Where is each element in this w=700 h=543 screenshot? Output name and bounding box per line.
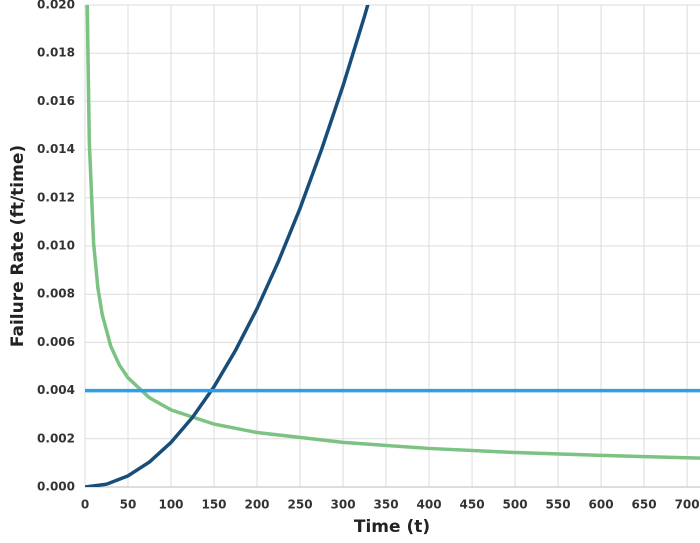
x-tick-label: 300: [331, 498, 356, 512]
x-tick-label: 550: [546, 498, 571, 512]
x-tick-label: 650: [632, 498, 657, 512]
series-line: [85, 5, 370, 487]
y-tick-label: 0.002: [37, 431, 75, 445]
y-tick-label: 0.008: [37, 287, 75, 301]
series-line: [85, 5, 700, 460]
y-tick-label: 0.012: [37, 190, 75, 204]
y-tick-label: 0.006: [37, 335, 75, 349]
x-tick-label: 150: [201, 498, 226, 512]
x-tick-label: 250: [288, 498, 313, 512]
x-tick-label: 500: [503, 498, 528, 512]
y-tick-label: 0.010: [37, 239, 75, 253]
y-tick-label: 0.016: [37, 94, 75, 108]
y-tick-label: 0.000: [37, 480, 75, 494]
y-tick-label: 0.020: [37, 0, 75, 12]
x-axis-label: Time (t): [354, 517, 430, 537]
x-tick-label: 100: [158, 498, 183, 512]
x-tick-label: 0: [81, 498, 89, 512]
x-tick-label: 350: [374, 498, 399, 512]
y-tick-label: 0.004: [37, 383, 75, 397]
y-axis-label: Failure Rate (ft/time): [8, 145, 28, 347]
x-tick-label: 700: [675, 498, 700, 512]
x-tick-label: 400: [417, 498, 442, 512]
y-tick-label: 0.014: [37, 142, 75, 156]
x-tick-label: 600: [589, 498, 614, 512]
x-tick-label: 450: [460, 498, 485, 512]
x-tick-label: 200: [244, 498, 269, 512]
x-tick-label: 50: [120, 498, 137, 512]
y-tick-label: 0.018: [37, 46, 75, 60]
